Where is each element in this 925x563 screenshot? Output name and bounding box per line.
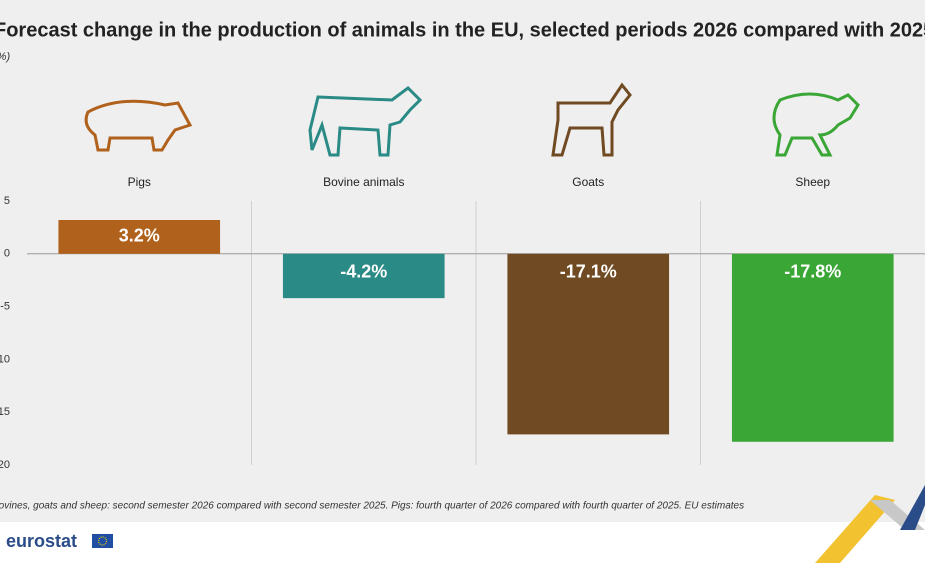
animal-icons	[84, 82, 860, 157]
y-tick-label: 5	[4, 195, 10, 207]
eu-flag	[92, 534, 113, 548]
chart-title: Forecast change in the production of ani…	[0, 19, 925, 41]
value-label: 3.2%	[119, 226, 160, 246]
y-tick-label: 0	[4, 248, 10, 260]
bar	[507, 253, 670, 435]
value-label: -4.2%	[340, 262, 387, 282]
category-label: Goats	[572, 175, 604, 189]
category-label: Pigs	[128, 175, 151, 189]
footer-background	[0, 522, 925, 563]
category-label: Sheep	[795, 175, 830, 189]
chart-subtitle: (%)	[0, 51, 10, 63]
bar	[58, 220, 221, 254]
value-label: -17.8%	[784, 262, 841, 282]
y-tick-label: -10	[0, 353, 10, 365]
footnote: Bovines, goats and sheep: second semeste…	[0, 501, 744, 512]
y-tick-label: -20	[0, 459, 10, 471]
y-tick-label: -5	[0, 301, 10, 313]
value-label: -17.1%	[560, 262, 617, 282]
bar	[731, 253, 894, 442]
category-label: Bovine animals	[323, 175, 404, 189]
y-tick-label: -15	[0, 406, 10, 418]
source-logo: eurostat	[6, 531, 77, 551]
bar	[282, 253, 445, 299]
decoration	[815, 485, 925, 563]
